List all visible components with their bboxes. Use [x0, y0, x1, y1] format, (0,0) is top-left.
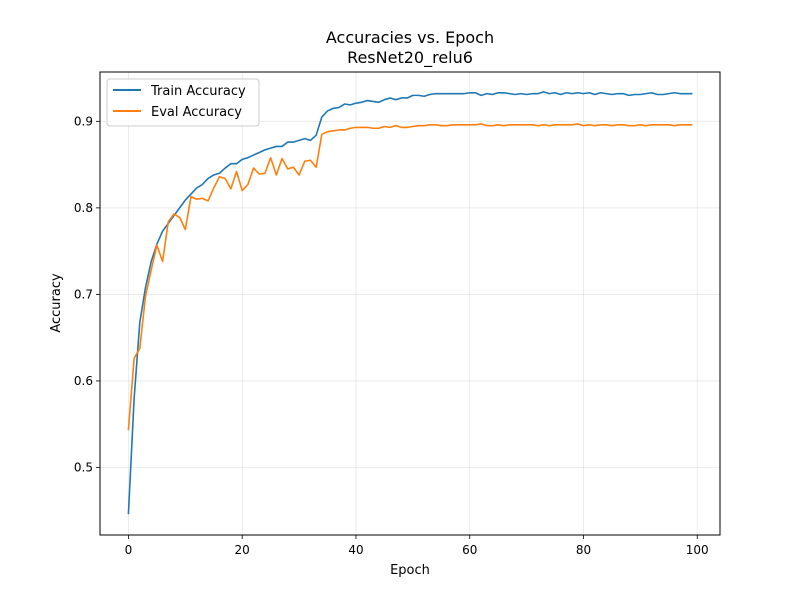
- series-line-train: [127, 91, 693, 515]
- legend-label-train: Train Accuracy: [150, 84, 246, 99]
- y-tick-label: 0.9: [74, 114, 93, 128]
- y-tick-label: 0.6: [74, 374, 93, 388]
- series-line-eval: [127, 123, 693, 431]
- y-tick-label: 0.5: [74, 460, 93, 474]
- chart-subtitle: ResNet20_relu6: [347, 48, 473, 68]
- y-axis-label: Accuracy: [49, 273, 64, 333]
- x-tick-label: 80: [576, 543, 591, 557]
- y-tick-label: 0.8: [74, 201, 93, 215]
- plot-frame: [99, 71, 721, 536]
- legend-label-eval: Eval Accuracy: [151, 105, 242, 120]
- x-tick-label: 0: [125, 543, 133, 557]
- grid: [100, 72, 720, 535]
- chart-title: Accuracies vs. Epoch: [326, 28, 494, 47]
- legend: Train Accuracy Eval Accuracy: [106, 78, 260, 127]
- y-axis: 0.5 0.6 0.7 0.8 0.9: [74, 114, 100, 474]
- x-tick-label: 100: [686, 543, 709, 557]
- x-tick-label: 40: [348, 543, 363, 557]
- x-tick-label: 60: [462, 543, 477, 557]
- y-tick-label: 0.7: [74, 287, 93, 301]
- x-tick-label: 20: [235, 543, 250, 557]
- x-axis: 0 20 40 60 80 100: [125, 535, 709, 557]
- legend-box: [106, 78, 260, 127]
- series-layer: [127, 91, 693, 515]
- x-axis-label: Epoch: [390, 563, 430, 578]
